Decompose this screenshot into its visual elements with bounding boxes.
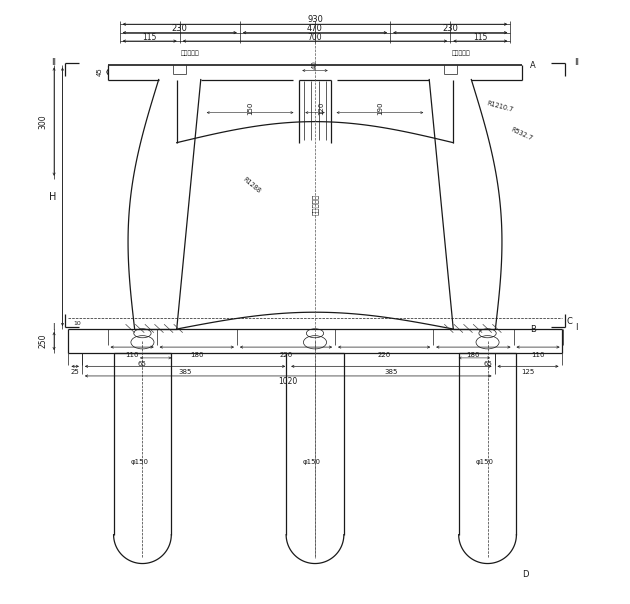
Text: B: B: [530, 324, 535, 333]
Text: 65: 65: [137, 361, 147, 367]
Text: A: A: [530, 60, 535, 69]
Text: 65: 65: [483, 361, 493, 367]
Text: II: II: [574, 58, 579, 67]
Text: R532.7: R532.7: [510, 126, 534, 141]
Text: C: C: [566, 317, 572, 326]
Text: R1288: R1288: [242, 176, 262, 194]
Text: 支座中心线: 支座中心线: [452, 51, 470, 56]
Text: 40: 40: [312, 60, 318, 69]
Text: 路基中心线: 路基中心线: [312, 194, 318, 215]
Text: D: D: [522, 570, 529, 579]
Text: 180: 180: [190, 352, 203, 358]
Text: 25: 25: [71, 369, 79, 375]
Text: 180: 180: [467, 352, 480, 358]
Text: 45: 45: [97, 68, 103, 77]
Text: φ150: φ150: [130, 459, 149, 465]
Text: 230: 230: [172, 24, 188, 33]
Text: 150: 150: [247, 101, 253, 115]
Text: 250: 250: [38, 334, 47, 349]
Text: 110: 110: [531, 352, 545, 358]
Text: 930: 930: [307, 15, 323, 24]
Text: 385: 385: [385, 369, 398, 375]
Text: 470: 470: [307, 24, 323, 33]
Text: I: I: [52, 323, 55, 332]
Text: 115: 115: [142, 33, 157, 42]
Text: φ150: φ150: [303, 459, 321, 465]
Text: 220: 220: [279, 352, 292, 358]
Text: 110: 110: [125, 352, 139, 358]
Text: H: H: [49, 192, 57, 202]
Text: 190: 190: [377, 101, 383, 115]
Text: 385: 385: [178, 369, 192, 375]
Text: 10: 10: [73, 321, 81, 326]
Text: φ150: φ150: [476, 459, 493, 465]
Text: 120: 120: [318, 101, 324, 115]
Text: 700: 700: [307, 33, 323, 42]
Text: 1020: 1020: [278, 378, 298, 387]
Text: 220: 220: [377, 352, 391, 358]
Text: 支座中心线: 支座中心线: [181, 51, 200, 56]
Text: 125: 125: [522, 369, 535, 375]
Text: R1210.7: R1210.7: [486, 100, 514, 113]
Text: 230: 230: [442, 24, 458, 33]
Text: II: II: [51, 58, 56, 67]
Text: 300: 300: [38, 114, 47, 129]
Text: I: I: [575, 323, 578, 332]
Text: 115: 115: [473, 33, 488, 42]
